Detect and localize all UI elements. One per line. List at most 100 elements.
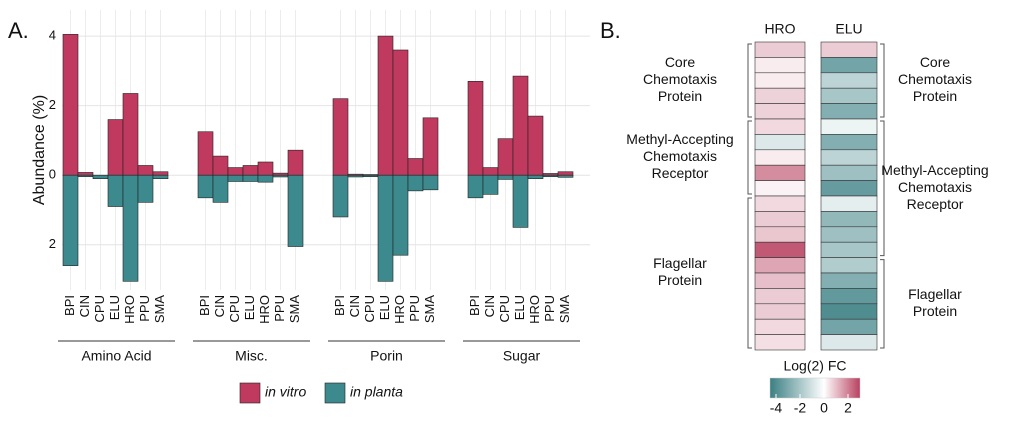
heat-cell bbox=[754, 118, 806, 135]
group-label: Methyl-Accepting bbox=[881, 162, 988, 178]
x-tick-label: HRO bbox=[257, 295, 272, 324]
heat-cell bbox=[754, 103, 806, 120]
group-label: Receptor bbox=[652, 165, 709, 181]
bar bbox=[197, 174, 214, 199]
group-bracket bbox=[747, 43, 752, 118]
heat-cell bbox=[754, 211, 806, 228]
group-label: Sugar bbox=[503, 348, 541, 364]
bar bbox=[332, 98, 349, 176]
bar bbox=[422, 174, 439, 191]
column-label: ELU bbox=[835, 21, 862, 37]
bar bbox=[107, 174, 124, 207]
bar bbox=[467, 174, 484, 199]
heat-cell bbox=[754, 195, 806, 212]
bar bbox=[527, 115, 544, 176]
x-tick-label: BPI bbox=[467, 295, 482, 316]
group-bracket bbox=[880, 259, 885, 349]
heat-cell bbox=[820, 195, 878, 212]
bar bbox=[62, 34, 79, 176]
bar bbox=[242, 174, 259, 182]
bar bbox=[242, 165, 259, 176]
heat-cell bbox=[754, 318, 806, 335]
bar bbox=[212, 155, 229, 176]
y-tick-label: 4 bbox=[49, 28, 56, 43]
bar bbox=[152, 174, 169, 179]
heat-cell bbox=[820, 226, 878, 243]
heat-cell bbox=[820, 257, 878, 274]
group-label: Flagellar bbox=[653, 255, 707, 271]
heat-cell bbox=[754, 334, 806, 351]
heat-cell bbox=[754, 41, 806, 58]
x-tick-label: CIN bbox=[482, 295, 497, 317]
bar bbox=[62, 174, 79, 266]
x-tick-label: PPU bbox=[137, 295, 152, 322]
bar bbox=[347, 174, 364, 178]
group-label: Protein bbox=[913, 88, 957, 104]
heat-cell bbox=[820, 57, 878, 74]
heat-cell bbox=[754, 134, 806, 151]
y-tick-label: 2 bbox=[49, 97, 56, 112]
panel-label: B. bbox=[600, 18, 621, 43]
bar bbox=[257, 174, 274, 183]
bar bbox=[482, 174, 499, 195]
heat-cell bbox=[754, 164, 806, 181]
group-label: Chemotaxis bbox=[643, 71, 717, 87]
colorbar-tick-label: 2 bbox=[844, 400, 852, 416]
legend-label: in vitro bbox=[265, 384, 306, 400]
bar bbox=[287, 149, 304, 176]
bar bbox=[362, 174, 379, 178]
bar bbox=[497, 138, 514, 176]
group-label: Protein bbox=[658, 88, 702, 104]
heat-cell bbox=[820, 164, 878, 181]
heat-cell bbox=[754, 180, 806, 197]
group-bracket bbox=[880, 43, 885, 118]
heat-cell bbox=[820, 41, 878, 58]
x-tick-label: SMA bbox=[152, 295, 167, 324]
heat-cell bbox=[754, 241, 806, 258]
x-tick-label: PPU bbox=[542, 295, 557, 322]
bar bbox=[137, 174, 154, 203]
bar bbox=[227, 174, 244, 182]
x-tick-label: HRO bbox=[122, 295, 137, 324]
bar bbox=[392, 174, 409, 256]
bar bbox=[137, 165, 154, 176]
x-tick-label: HRO bbox=[527, 295, 542, 324]
heat-cell bbox=[754, 303, 806, 320]
heat-cell bbox=[820, 180, 878, 197]
x-tick-label: PPU bbox=[272, 295, 287, 322]
bar bbox=[332, 174, 349, 218]
colorbar-tick-label: 0 bbox=[820, 400, 828, 416]
bar bbox=[152, 171, 169, 176]
bar bbox=[542, 174, 559, 178]
bar bbox=[467, 81, 484, 176]
x-tick-label: PPU bbox=[407, 295, 422, 322]
bar bbox=[272, 172, 289, 176]
bar bbox=[227, 167, 244, 176]
heat-cell bbox=[820, 103, 878, 120]
heat-cell bbox=[754, 149, 806, 166]
bar bbox=[497, 174, 514, 180]
bar bbox=[557, 171, 574, 176]
legend-label: in planta bbox=[350, 384, 403, 400]
bar bbox=[287, 174, 304, 247]
heat-cell bbox=[820, 134, 878, 151]
bar bbox=[377, 35, 394, 176]
heat-cell bbox=[754, 72, 806, 89]
heat-cell bbox=[820, 318, 878, 335]
group-label: Chemotaxis bbox=[643, 148, 717, 164]
bar bbox=[122, 93, 139, 176]
column-label: HRO bbox=[764, 21, 795, 37]
panel-label: A. bbox=[8, 18, 29, 43]
heat-cell bbox=[754, 272, 806, 289]
x-tick-label: CIN bbox=[77, 295, 92, 317]
group-label: Protein bbox=[913, 303, 957, 319]
x-tick-label: HRO bbox=[392, 295, 407, 324]
bar bbox=[212, 174, 229, 203]
y-axis-title: Abundance (%) bbox=[31, 95, 48, 205]
bar bbox=[407, 158, 424, 176]
colorbar bbox=[769, 377, 861, 399]
group-label: Flagellar bbox=[908, 286, 962, 302]
heat-cell bbox=[820, 272, 878, 289]
legend-swatch bbox=[324, 382, 346, 404]
